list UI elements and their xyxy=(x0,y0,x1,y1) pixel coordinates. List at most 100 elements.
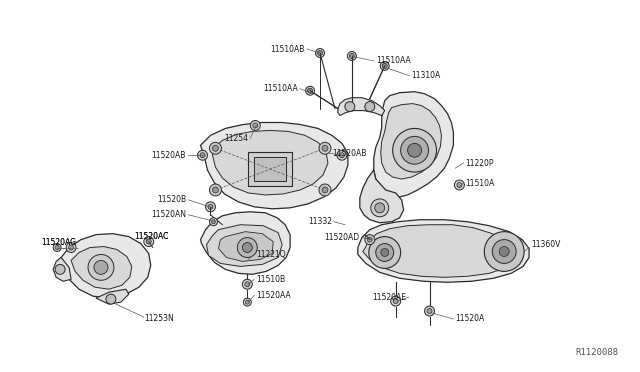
Circle shape xyxy=(390,296,401,306)
Text: 11254: 11254 xyxy=(224,134,248,143)
Circle shape xyxy=(245,300,250,304)
Circle shape xyxy=(349,54,355,58)
Circle shape xyxy=(316,48,324,57)
Circle shape xyxy=(345,102,355,112)
Circle shape xyxy=(376,244,394,262)
Polygon shape xyxy=(381,104,442,179)
Text: 11520AB: 11520AB xyxy=(151,151,186,160)
Circle shape xyxy=(348,51,356,60)
Text: 11520AC: 11520AC xyxy=(134,232,168,241)
Text: 11520AA: 11520AA xyxy=(256,291,291,300)
Circle shape xyxy=(245,282,250,287)
Circle shape xyxy=(382,63,387,68)
Polygon shape xyxy=(53,257,71,281)
Text: 11520AG: 11520AG xyxy=(41,238,76,247)
Circle shape xyxy=(212,145,218,151)
Circle shape xyxy=(369,237,401,268)
Polygon shape xyxy=(212,131,328,195)
Circle shape xyxy=(454,180,465,190)
Text: 11520AC: 11520AC xyxy=(134,232,168,241)
Polygon shape xyxy=(96,289,129,304)
Text: 11520A: 11520A xyxy=(456,314,484,324)
Circle shape xyxy=(371,199,388,217)
Text: 11520AG: 11520AG xyxy=(41,238,76,247)
Polygon shape xyxy=(200,212,290,274)
Circle shape xyxy=(66,243,76,253)
Polygon shape xyxy=(358,220,529,282)
Text: 11253N: 11253N xyxy=(144,314,173,324)
Circle shape xyxy=(94,260,108,274)
Circle shape xyxy=(380,61,389,70)
Polygon shape xyxy=(360,170,404,223)
Text: 11220P: 11220P xyxy=(465,159,494,168)
Circle shape xyxy=(212,187,218,193)
Circle shape xyxy=(367,237,372,242)
Polygon shape xyxy=(218,232,273,262)
Circle shape xyxy=(209,184,221,196)
Circle shape xyxy=(499,247,509,256)
Text: 11520AE: 11520AE xyxy=(372,293,406,302)
Text: 11510A: 11510A xyxy=(465,179,495,187)
Circle shape xyxy=(365,102,375,112)
Circle shape xyxy=(319,184,331,196)
Circle shape xyxy=(144,237,154,247)
Circle shape xyxy=(305,86,314,95)
Polygon shape xyxy=(363,225,514,277)
Circle shape xyxy=(237,238,257,257)
Circle shape xyxy=(147,239,151,244)
Circle shape xyxy=(209,142,221,154)
Circle shape xyxy=(393,128,436,172)
Text: R1120088: R1120088 xyxy=(576,348,619,357)
Polygon shape xyxy=(338,98,385,116)
Polygon shape xyxy=(61,234,151,298)
Polygon shape xyxy=(200,122,348,209)
Circle shape xyxy=(484,232,524,271)
Circle shape xyxy=(339,153,344,158)
Circle shape xyxy=(424,306,435,316)
Circle shape xyxy=(208,204,213,209)
Circle shape xyxy=(243,279,252,289)
Circle shape xyxy=(88,254,114,280)
Text: 11510B: 11510B xyxy=(256,275,285,284)
Circle shape xyxy=(68,245,74,250)
Circle shape xyxy=(322,145,328,151)
Circle shape xyxy=(243,243,252,253)
Circle shape xyxy=(53,244,61,251)
Polygon shape xyxy=(71,247,132,289)
Circle shape xyxy=(205,202,216,212)
Circle shape xyxy=(308,88,312,93)
Circle shape xyxy=(457,183,462,187)
Text: 11310A: 11310A xyxy=(412,71,441,80)
Text: 11510AB: 11510AB xyxy=(271,45,305,54)
Circle shape xyxy=(492,240,516,263)
Text: 11360V: 11360V xyxy=(531,240,561,249)
Circle shape xyxy=(250,121,260,131)
Circle shape xyxy=(55,246,59,250)
Circle shape xyxy=(408,143,422,157)
Circle shape xyxy=(200,153,205,158)
Circle shape xyxy=(365,235,375,244)
Circle shape xyxy=(337,150,347,160)
Text: 11520AB: 11520AB xyxy=(332,149,366,158)
Circle shape xyxy=(381,248,388,256)
Circle shape xyxy=(211,220,216,224)
Circle shape xyxy=(243,298,252,306)
Polygon shape xyxy=(254,157,286,181)
Text: 11332: 11332 xyxy=(308,217,332,226)
Circle shape xyxy=(317,51,323,55)
Circle shape xyxy=(401,137,429,164)
Text: 11510AA: 11510AA xyxy=(263,84,298,93)
Text: 11520AD: 11520AD xyxy=(324,233,360,242)
Circle shape xyxy=(322,187,328,193)
Circle shape xyxy=(198,150,207,160)
Polygon shape xyxy=(374,92,453,197)
Polygon shape xyxy=(248,152,292,186)
Circle shape xyxy=(393,299,398,304)
Circle shape xyxy=(375,203,385,213)
Text: 11520B: 11520B xyxy=(157,195,187,204)
Text: 11520AN: 11520AN xyxy=(152,210,187,219)
Text: 11510AA: 11510AA xyxy=(376,57,410,65)
Circle shape xyxy=(55,264,65,274)
Circle shape xyxy=(253,123,258,128)
Polygon shape xyxy=(207,225,282,266)
